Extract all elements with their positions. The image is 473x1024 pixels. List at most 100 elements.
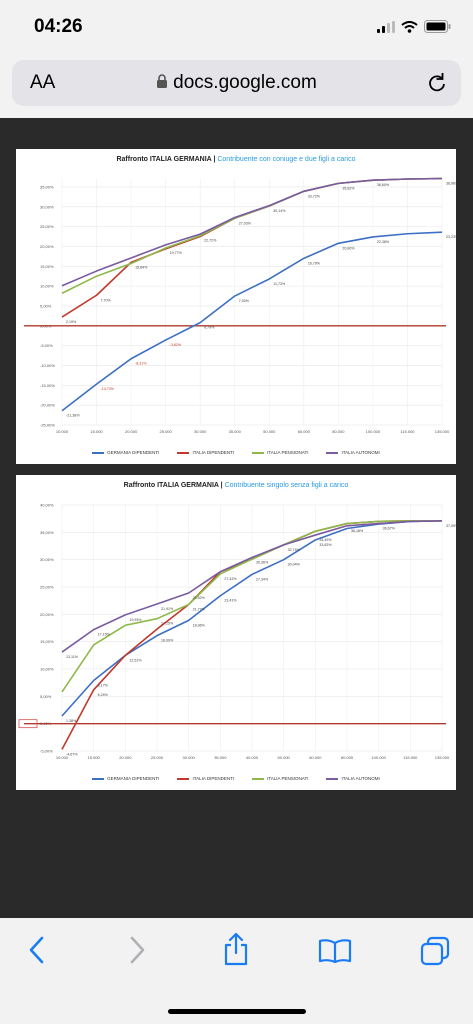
series-line-3 [61, 520, 443, 653]
reload-icon[interactable] [427, 71, 447, 93]
series-line-1 [61, 177, 443, 318]
series-line-3 [61, 177, 443, 287]
y-tick-label: 15,00% [40, 264, 54, 269]
data-label: 13,11% [66, 655, 79, 659]
y-tick-label: 20,00% [40, 244, 54, 249]
series-line-0 [61, 231, 443, 412]
data-label: 36,96% [446, 182, 456, 186]
data-label: 16,09% [161, 639, 174, 643]
legend-item: GERMANIA DIPENDENTI [92, 450, 159, 455]
data-label: 36,18% [351, 529, 364, 533]
data-label: 7,70% [101, 298, 112, 302]
y-tick-label: -5,00% [40, 749, 53, 754]
status-icons [377, 20, 451, 33]
data-label: 12,51% [129, 658, 142, 662]
legend-item: ITALIA AUTONOMI [326, 450, 380, 455]
data-label: 22,38% [377, 240, 390, 244]
data-label: 23,92% [193, 596, 206, 600]
x-tick-label: 115.000 [400, 429, 415, 434]
status-bar: 04:26 [0, 0, 473, 54]
chart-title-2: Raffronto ITALIA GERMANIA | Contribuente… [16, 482, 456, 489]
x-tick-label: 35.000 [214, 755, 227, 760]
data-label: 17,15% [98, 633, 111, 637]
data-label: 33,63% [319, 543, 332, 547]
chart-title-main: Raffronto ITALIA GERMANIA [123, 482, 219, 489]
y-tick-label: 10,00% [40, 284, 54, 289]
data-label: -4,67% [66, 752, 78, 756]
data-label: 30,14% [273, 209, 286, 213]
legend-item: ITALIA PENSIONATI [252, 776, 308, 781]
data-label: -21,38% [66, 414, 80, 418]
reader-text-button[interactable]: AA [30, 72, 56, 93]
tabs-icon[interactable] [420, 936, 450, 966]
data-label: 32,74% [288, 548, 301, 552]
data-label: 27,03% [239, 221, 252, 225]
y-tick-label: 35,00% [40, 530, 54, 535]
data-label: -14,73% [101, 387, 115, 391]
y-tick-label: 20,00% [40, 612, 54, 617]
data-label: 20,80% [342, 246, 355, 250]
legend-item: ITALIA DIPENDENTI [177, 776, 234, 781]
chart-title-sep: | [213, 156, 216, 163]
chart-card-1: Raffronto ITALIA GERMANIA | Contribuente… [16, 149, 456, 464]
x-tick-label: 20.000 [125, 429, 138, 434]
browser-toolbar [0, 918, 473, 1024]
data-label: 19,77% [170, 251, 183, 255]
x-tick-label: 60.000 [309, 755, 322, 760]
data-label: 2,19% [66, 320, 77, 324]
status-time: 04:26 [34, 16, 83, 37]
data-label: -3,62% [170, 343, 182, 347]
highlight-box [18, 719, 38, 729]
data-label: 15,84% [135, 265, 148, 269]
chevron-left-icon[interactable] [26, 934, 48, 966]
y-tick-label: 15,00% [40, 639, 54, 644]
data-label: 36,67% [383, 527, 396, 531]
data-label: 33,72% [308, 194, 321, 198]
data-label: 7,00% [239, 299, 250, 303]
signal-icon [377, 20, 395, 33]
x-tick-label: 30.000 [194, 429, 207, 434]
y-tick-label: -5,00% [40, 343, 53, 348]
document-viewer[interactable]: Raffronto ITALIA GERMANIA | Contribuente… [0, 118, 473, 918]
share-icon[interactable] [223, 932, 249, 966]
y-tick-label: 40,00% [40, 503, 54, 508]
wifi-icon [401, 20, 418, 33]
data-label: -8,31% [135, 362, 147, 366]
data-label: 23,41% [224, 599, 237, 603]
x-tick-label: 50.000 [278, 755, 291, 760]
x-tick-label: 20.000 [119, 755, 132, 760]
book-icon[interactable] [318, 938, 352, 964]
address-bar[interactable]: AA docs.google.com [12, 60, 461, 106]
x-tick-label: 100.000 [366, 429, 381, 434]
x-tick-label: 25.000 [151, 755, 164, 760]
data-label: 37,09% [446, 524, 456, 528]
y-tick-label: 25,00% [40, 224, 54, 229]
data-label: 8,17% [98, 683, 109, 687]
chevron-right-icon[interactable] [126, 934, 148, 966]
x-tick-label: 80.000 [341, 755, 354, 760]
y-tick-label: 30,00% [40, 204, 54, 209]
legend-item: ITALIA DIPENDENTI [177, 450, 234, 455]
chart-title-main: Raffronto ITALIA GERMANIA [116, 156, 212, 163]
x-tick-label: 50.000 [263, 429, 276, 434]
y-tick-label: 5,00% [40, 303, 52, 308]
data-label: 36,60% [377, 183, 390, 187]
y-tick-label: 35,00% [40, 184, 54, 189]
data-label: 1,38% [66, 719, 77, 723]
home-indicator [168, 1009, 306, 1014]
x-tick-label: 80.000 [332, 429, 345, 434]
x-tick-label: 30.000 [183, 755, 196, 760]
lock-icon [157, 74, 168, 88]
x-tick-label: 15.000 [88, 755, 101, 760]
chart-title-sep: | [220, 482, 223, 489]
y-tick-label: -10,00% [40, 363, 55, 368]
legend-item: GERMANIA DIPENDENTI [92, 776, 159, 781]
line-chart-2: 40,00% 35,00% 30,00% 25,00% 20,00% 15,00% 10,0… [18, 503, 456, 760]
x-tick-label: 135.000 [435, 429, 450, 434]
y-tick-label: 5,00% [40, 694, 52, 699]
y-tick-label: -25,00% [40, 423, 55, 428]
x-tick-label: 25.000 [160, 429, 173, 434]
x-tick-label: 15.000 [90, 429, 103, 434]
url-display[interactable]: docs.google.com [12, 72, 461, 94]
data-label: 30,36% [256, 560, 269, 564]
